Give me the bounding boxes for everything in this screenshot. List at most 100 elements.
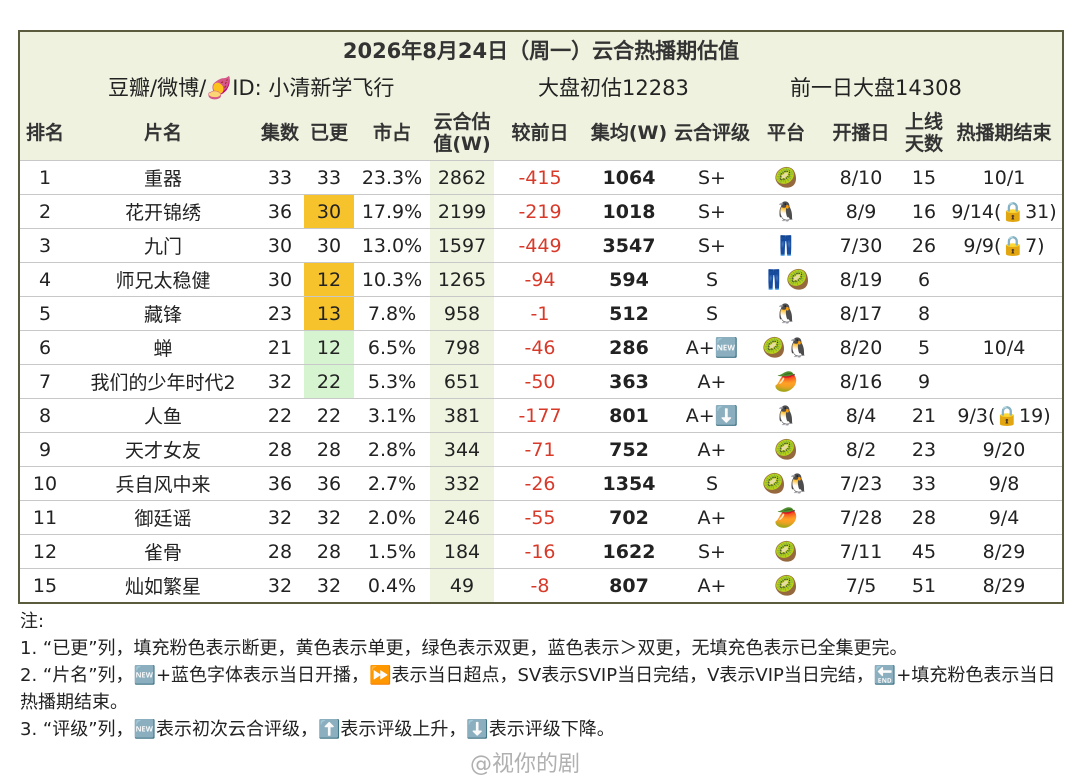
table-cell: 2.0% bbox=[354, 500, 430, 535]
column-header: 已更 bbox=[304, 106, 354, 161]
table-cell: A+ bbox=[672, 568, 752, 602]
table-cell: -1 bbox=[494, 296, 586, 331]
table-cell: 灿如繁星 bbox=[70, 568, 256, 602]
table-cell: 30 bbox=[304, 228, 354, 263]
table-cell: S+ bbox=[672, 228, 752, 263]
table-cell bbox=[946, 262, 1062, 297]
table-cell: S+ bbox=[672, 194, 752, 229]
table-cell: -177 bbox=[494, 398, 586, 433]
table-cell: 1622 bbox=[586, 534, 672, 569]
estimate: 大盘初估12283 bbox=[538, 76, 689, 100]
table-cell: 33 bbox=[304, 160, 354, 195]
table-cell: 7/23 bbox=[820, 466, 902, 501]
table-row: 11 御廷谣 32 32 2.0% 246 -55 702 A+ 🥭 7/28 28 9/4 bbox=[20, 500, 1062, 535]
table-row: 12 雀骨 28 28 1.5% 184 -16 1622 S+ 🥝 7/11 45 8/29 bbox=[20, 534, 1062, 569]
table-row: 6 蝉 21 12 6.5% 798 -46 286 A+🆕 🥝🐧 8/20 5 10/4 bbox=[20, 330, 1062, 365]
table-cell: 9/20 bbox=[946, 432, 1062, 467]
table-cell: 26 bbox=[902, 228, 946, 263]
table-cell: 蝉 bbox=[70, 330, 256, 365]
table-cell: 32 bbox=[304, 568, 354, 602]
table-cell: 9/4 bbox=[946, 500, 1062, 535]
table-cell: 22 bbox=[304, 364, 354, 399]
table-cell: 332 bbox=[430, 466, 494, 501]
table-cell: 2 bbox=[20, 194, 70, 229]
table-cell: 7.8% bbox=[354, 296, 430, 331]
table-cell: 15 bbox=[902, 160, 946, 195]
table-cell: 2.7% bbox=[354, 466, 430, 501]
table-cell: 32 bbox=[256, 364, 304, 399]
table-cell: 10/4 bbox=[946, 330, 1062, 365]
table-cell: 32 bbox=[304, 500, 354, 535]
table-cell: -71 bbox=[494, 432, 586, 467]
table-cell: 381 bbox=[430, 398, 494, 433]
table-cell: 28 bbox=[256, 534, 304, 569]
table-cell: 11 bbox=[20, 500, 70, 535]
column-header: 平台 bbox=[752, 106, 820, 161]
title: 2026年8月24日（周一）云合热播期估值 bbox=[20, 32, 1062, 70]
notes-title: 注: bbox=[20, 611, 45, 632]
table-cell: 8/10 bbox=[820, 160, 902, 195]
table-cell: 2199 bbox=[430, 194, 494, 229]
table-cell: 702 bbox=[586, 500, 672, 535]
table-cell: 兵自风中来 bbox=[70, 466, 256, 501]
table-cell: 九门 bbox=[70, 228, 256, 263]
table-cell: A+⬇️ bbox=[672, 398, 752, 433]
table-cell: 8/29 bbox=[946, 568, 1062, 602]
table-cell: 798 bbox=[430, 330, 494, 365]
table-cell: 🐧 bbox=[752, 296, 820, 331]
table-cell: S bbox=[672, 296, 752, 331]
column-header: 云合估值(W) bbox=[430, 106, 494, 161]
table-body: 1 重器 33 33 23.3% 2862 -415 1064 S+ 🥝 8/10 15 10/1 2 花开… bbox=[20, 160, 1062, 602]
table-cell: -219 bbox=[494, 194, 586, 229]
table-cell: 8/9 bbox=[820, 194, 902, 229]
table-cell: 7/5 bbox=[820, 568, 902, 602]
table-cell: -46 bbox=[494, 330, 586, 365]
column-header: 市占 bbox=[354, 106, 430, 161]
table-cell: 藏锋 bbox=[70, 296, 256, 331]
table-cell: 33 bbox=[902, 466, 946, 501]
table-cell: 1064 bbox=[586, 160, 672, 195]
table-cell: -50 bbox=[494, 364, 586, 399]
table-cell: 🥝 bbox=[752, 568, 820, 602]
table-cell: S bbox=[672, 262, 752, 297]
table-cell: 23 bbox=[256, 296, 304, 331]
table-cell: 17.9% bbox=[354, 194, 430, 229]
note-item: 3. “评级”列，🆕表示初次云合评级，⬆️表示评级上升，⬇️表示评级下降。 bbox=[20, 719, 615, 740]
table-cell: 9/3(🔒19) bbox=[946, 398, 1062, 433]
table-cell: 21 bbox=[256, 330, 304, 365]
column-header: 片名 bbox=[70, 106, 256, 161]
table-cell: 807 bbox=[586, 568, 672, 602]
table-cell: 🥝 bbox=[752, 534, 820, 569]
table-cell: 28 bbox=[256, 432, 304, 467]
table-cell: 958 bbox=[430, 296, 494, 331]
table-cell: 10.3% bbox=[354, 262, 430, 297]
table-row: 4 师兄太稳健 30 12 10.3% 1265 -94 594 S 👖🥝 8/19 6 bbox=[20, 262, 1062, 297]
previous: 前一日大盘14308 bbox=[790, 76, 962, 100]
notes: 注: 1. “已更”列，填充粉色表示断更，黄色表示单更，绿色表示双更，蓝色表示＞… bbox=[20, 608, 1070, 743]
table-cell: -415 bbox=[494, 160, 586, 195]
table-cell: 246 bbox=[430, 500, 494, 535]
note-item: 1. “已更”列，填充粉色表示断更，黄色表示单更，绿色表示双更，蓝色表示＞双更，… bbox=[20, 638, 908, 659]
table-cell: 1597 bbox=[430, 228, 494, 263]
table-cell: 13 bbox=[304, 296, 354, 331]
table-cell: 594 bbox=[586, 262, 672, 297]
table-cell: 23 bbox=[902, 432, 946, 467]
table-cell: 3.1% bbox=[354, 398, 430, 433]
table-cell: 512 bbox=[586, 296, 672, 331]
table-cell: 6.5% bbox=[354, 330, 430, 365]
table-cell: 9/14(🔒31) bbox=[946, 194, 1062, 229]
table-cell: 1018 bbox=[586, 194, 672, 229]
header-row: 排名 片名 集数 已更 市占 云合估值(W) 较前日 集均(W) 云合评级 平台 开播日 上线天数 热播… bbox=[20, 106, 1062, 161]
table-cell: 👖🥝 bbox=[752, 262, 820, 297]
table-cell: 21 bbox=[902, 398, 946, 433]
table-cell: 0.4% bbox=[354, 568, 430, 602]
table-cell: 9/9(🔒7) bbox=[946, 228, 1062, 263]
table-cell: 30 bbox=[256, 262, 304, 297]
table-cell: 我们的少年时代2 bbox=[70, 364, 256, 399]
table-cell: 33 bbox=[256, 160, 304, 195]
table-cell: 22 bbox=[256, 398, 304, 433]
table-cell: S+ bbox=[672, 534, 752, 569]
table-cell: 7 bbox=[20, 364, 70, 399]
table-cell: 12 bbox=[20, 534, 70, 569]
